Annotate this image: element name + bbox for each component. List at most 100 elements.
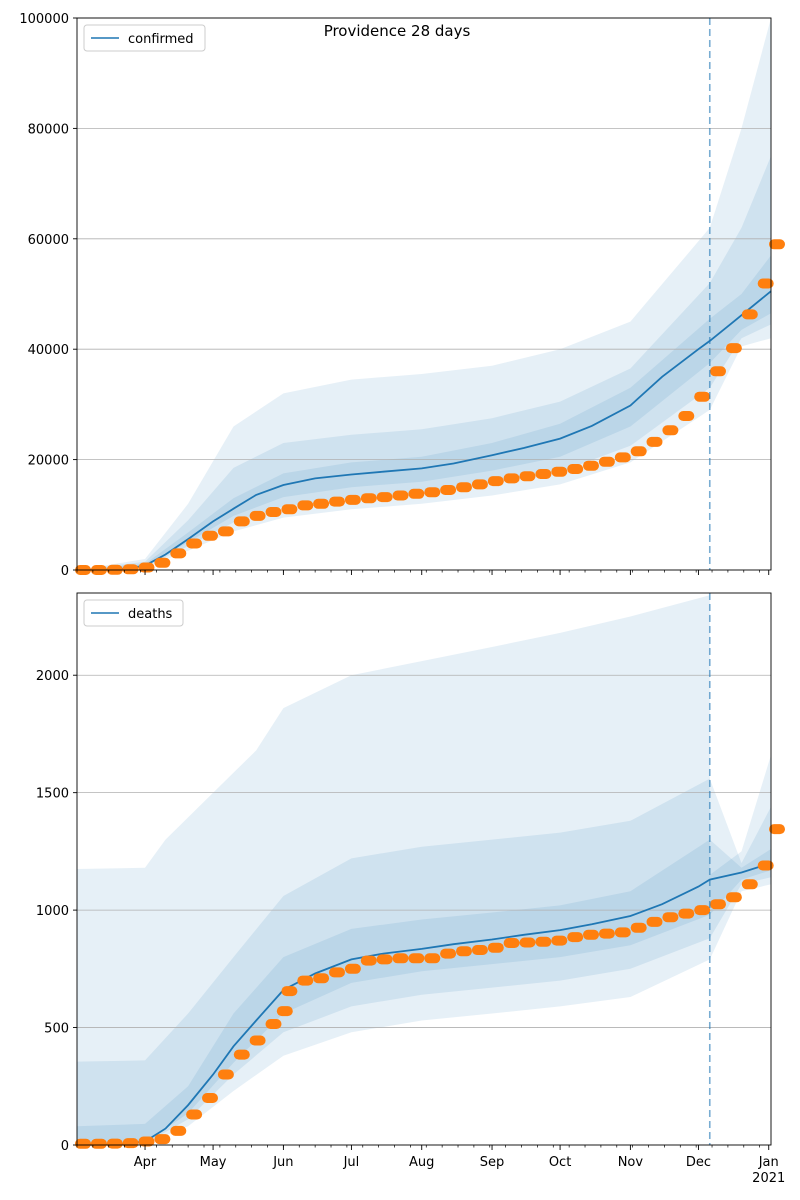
deaths-band-0	[77, 595, 771, 1145]
deaths-model-line	[76, 862, 772, 1146]
deaths-observed-point	[233, 1049, 250, 1060]
confirmed-observed-point	[138, 562, 155, 573]
deaths-y-tick-label: 500	[44, 1022, 69, 1037]
confirmed-observed-point	[297, 500, 314, 511]
deaths-observed-point	[138, 1136, 155, 1147]
deaths-observed-point	[583, 929, 599, 940]
confirmed-legend: confirmed	[83, 24, 206, 52]
confirmed-band-1	[77, 156, 771, 570]
deaths-observed-point	[567, 932, 584, 943]
confirmed-y-ticks: 0 20000 40000 60000 80000 100000	[19, 12, 77, 579]
deaths-observed-point	[408, 953, 425, 964]
confirmed-x-ticks	[76, 570, 770, 575]
deaths-y-ticks: 0 500 1000 1500 2000	[36, 669, 77, 1154]
deaths-model-path	[76, 862, 772, 1146]
deaths-observed-point	[329, 967, 345, 978]
confirmed-plot-frame	[76, 17, 772, 571]
deaths-observed-point	[90, 1138, 107, 1149]
legend-label-deaths: deaths	[128, 607, 173, 622]
deaths-observed-point	[598, 928, 615, 939]
deaths-y-tick-label: 2000	[36, 669, 69, 684]
deaths-observed-point	[217, 1069, 234, 1080]
deaths-observed-point	[313, 973, 330, 984]
confirmed-observed-point	[725, 343, 742, 354]
confirmed-y-tick-label: 40000	[28, 343, 69, 358]
confirmed-observed-point	[567, 464, 584, 474]
deaths-observed-point	[551, 935, 568, 946]
deaths-band-1	[77, 778, 771, 1145]
confirmed-observed-point	[154, 557, 171, 568]
confirmed-observed-point	[678, 411, 695, 421]
deaths-observed-point	[265, 1019, 282, 1029]
deaths-observed-point	[392, 953, 409, 964]
confirmed-observed-point	[360, 493, 377, 504]
legend-box	[83, 599, 184, 627]
confirmed-band-0	[77, 18, 771, 570]
confirmed-observed-point	[471, 479, 488, 490]
deaths-observed-points	[75, 824, 785, 1149]
deaths-observed-point	[519, 937, 536, 948]
deaths-observed-point	[360, 955, 377, 966]
deaths-observed-point	[535, 936, 552, 947]
confirmed-observed-point	[741, 309, 758, 320]
deaths-legend: deaths	[83, 599, 184, 627]
confirmed-observed-point	[233, 516, 250, 527]
x-tick-label: Aug	[409, 1155, 434, 1170]
deaths-uncertainty-bands	[77, 595, 771, 1145]
confirmed-observed-point	[170, 548, 187, 559]
confirmed-observed-point	[503, 473, 520, 484]
deaths-observed-point	[456, 946, 472, 957]
x-tick-label: Jul	[343, 1155, 360, 1170]
confirmed-model-path	[76, 290, 772, 571]
deaths-plot-frame	[76, 592, 772, 1146]
deaths-observed-point	[694, 905, 711, 916]
confirmed-observed-point	[186, 538, 203, 549]
deaths-observed-point	[487, 942, 504, 953]
confirmed-y-tick-label: 60000	[28, 233, 69, 248]
legend-box	[83, 24, 206, 52]
confirmed-observed-point	[265, 507, 282, 517]
confirmed-uncertainty-bands	[77, 18, 771, 570]
deaths-observed-point	[376, 954, 393, 965]
legend-label-confirmed: confirmed	[128, 32, 194, 47]
deaths-observed-point	[503, 938, 520, 948]
confirmed-observed-point	[535, 469, 552, 479]
confirmed-observed-point	[757, 278, 774, 289]
figure-title: Providence 28 days	[324, 22, 471, 40]
deaths-observed-point	[678, 908, 695, 919]
confirmed-y-tick-label: 80000	[28, 122, 69, 137]
confirmed-observed-point	[329, 496, 345, 507]
deaths-observed-point	[170, 1125, 187, 1136]
confirmed-observed-point	[122, 564, 139, 575]
deaths-observed-point	[769, 824, 785, 835]
deaths-observed-point	[281, 986, 298, 997]
confirmed-y-tick-label: 0	[61, 564, 69, 579]
deaths-observed-point	[106, 1138, 123, 1149]
deaths-observed-point	[662, 912, 679, 923]
deaths-observed-point	[297, 975, 314, 986]
deaths-y-tick-label: 1500	[36, 787, 69, 802]
confirmed-observed-point	[281, 504, 298, 515]
confirmed-y-tick-label: 100000	[19, 12, 69, 27]
deaths-observed-point	[725, 892, 742, 903]
confirmed-observed-point	[694, 391, 711, 402]
x-tick-label: Jan	[758, 1155, 779, 1170]
confirmed-observed-point	[456, 482, 472, 493]
confirmed-observed-point	[376, 492, 393, 503]
confirmed-observed-point	[598, 456, 615, 467]
confirmed-observed-point	[424, 487, 441, 498]
confirmed-observed-point	[614, 452, 631, 463]
x-tick-label: Apr	[134, 1155, 157, 1170]
confirmed-model-line	[76, 290, 772, 571]
deaths-gridlines	[77, 674, 771, 1028]
confirmed-observed-point	[487, 476, 504, 487]
deaths-observed-point	[122, 1138, 139, 1149]
confirmed-observed-point	[392, 490, 409, 501]
x-tick-label: Sep	[480, 1155, 505, 1170]
confirmed-panel: 0 20000 40000 60000 80000 100000 confirmed Pr…	[19, 12, 785, 579]
confirmed-observed-point	[249, 510, 266, 521]
deaths-observed-point	[154, 1134, 171, 1145]
deaths-observed-point	[202, 1093, 218, 1103]
confirmed-observed-point	[630, 446, 647, 457]
